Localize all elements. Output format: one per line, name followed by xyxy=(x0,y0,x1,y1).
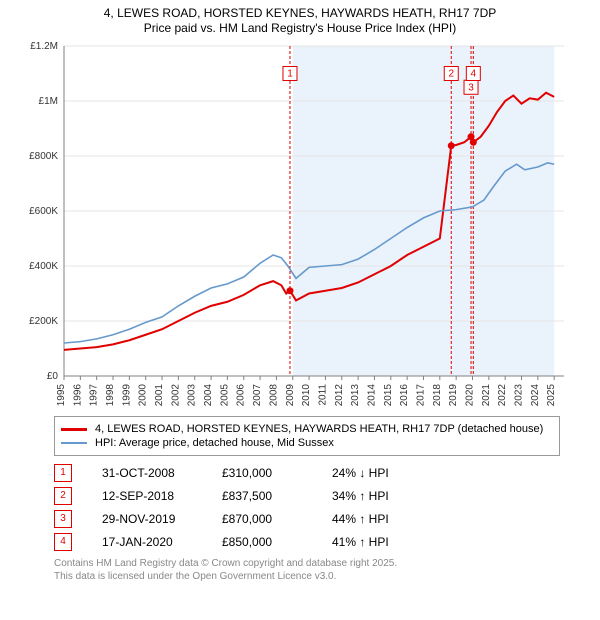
svg-text:3: 3 xyxy=(468,82,474,93)
sale-date: 17-JAN-2020 xyxy=(102,535,222,549)
footer-line-1: Contains HM Land Registry data © Crown c… xyxy=(54,557,546,570)
svg-text:2009: 2009 xyxy=(285,384,296,407)
price-chart: £0 £200K £400K £600K £800K £1M £1.2M 1995 1996 19… xyxy=(20,40,580,410)
svg-text:2013: 2013 xyxy=(350,384,361,407)
sale-delta: 34% ↑ HPI xyxy=(332,489,389,503)
sale-marker-icon: 1 xyxy=(54,464,72,482)
svg-text:2008: 2008 xyxy=(268,384,279,407)
sale-date: 12-SEP-2018 xyxy=(102,489,222,503)
svg-text:2005: 2005 xyxy=(219,384,230,407)
svg-text:£1M: £1M xyxy=(39,96,58,107)
sale-row: 3 29-NOV-2019 £870,000 44% ↑ HPI xyxy=(54,510,546,528)
legend: 4, LEWES ROAD, HORSTED KEYNES, HAYWARDS … xyxy=(54,416,560,456)
svg-text:2021: 2021 xyxy=(481,384,492,407)
svg-text:£600K: £600K xyxy=(29,206,58,217)
svg-text:2004: 2004 xyxy=(203,384,214,407)
sale-date: 31-OCT-2008 xyxy=(102,466,222,480)
svg-text:£1.2M: £1.2M xyxy=(30,41,58,52)
legend-label: 4, LEWES ROAD, HORSTED KEYNES, HAYWARDS … xyxy=(95,423,543,435)
sale-price: £870,000 xyxy=(222,512,332,526)
legend-swatch xyxy=(61,442,87,444)
svg-text:2000: 2000 xyxy=(138,384,149,407)
sales-table: 1 31-OCT-2008 £310,000 24% ↓ HPI 2 12-SE… xyxy=(54,464,546,551)
svg-text:4: 4 xyxy=(471,69,477,80)
page-title: 4, LEWES ROAD, HORSTED KEYNES, HAYWARDS … xyxy=(10,6,590,36)
legend-item-property: 4, LEWES ROAD, HORSTED KEYNES, HAYWARDS … xyxy=(61,423,553,435)
sale-price: £310,000 xyxy=(222,466,332,480)
svg-text:1997: 1997 xyxy=(89,384,100,407)
svg-text:2014: 2014 xyxy=(366,384,377,407)
sale-row: 2 12-SEP-2018 £837,500 34% ↑ HPI xyxy=(54,487,546,505)
legend-swatch xyxy=(61,428,87,431)
svg-text:2006: 2006 xyxy=(236,384,247,407)
svg-text:2025: 2025 xyxy=(546,384,557,407)
sale-price: £850,000 xyxy=(222,535,332,549)
svg-text:2015: 2015 xyxy=(383,384,394,407)
svg-text:2010: 2010 xyxy=(301,384,312,407)
svg-text:2023: 2023 xyxy=(514,384,525,407)
svg-text:2016: 2016 xyxy=(399,384,410,407)
svg-text:2020: 2020 xyxy=(464,384,475,407)
legend-item-hpi: HPI: Average price, detached house, Mid … xyxy=(61,437,553,449)
svg-text:2017: 2017 xyxy=(415,384,426,407)
svg-text:2012: 2012 xyxy=(334,384,345,407)
sale-row: 1 31-OCT-2008 £310,000 24% ↓ HPI xyxy=(54,464,546,482)
sale-delta: 44% ↑ HPI xyxy=(332,512,389,526)
svg-text:2002: 2002 xyxy=(170,384,181,407)
sale-marker-icon: 4 xyxy=(54,533,72,551)
svg-text:£400K: £400K xyxy=(29,261,58,272)
sale-marker-icon: 2 xyxy=(54,487,72,505)
title-line-1: 4, LEWES ROAD, HORSTED KEYNES, HAYWARDS … xyxy=(10,6,590,21)
svg-text:£800K: £800K xyxy=(29,151,58,162)
svg-text:2022: 2022 xyxy=(497,384,508,407)
svg-text:2: 2 xyxy=(448,69,454,80)
svg-text:2019: 2019 xyxy=(448,384,459,407)
svg-text:1995: 1995 xyxy=(56,384,67,407)
svg-text:1998: 1998 xyxy=(105,384,116,407)
title-line-2: Price paid vs. HM Land Registry's House … xyxy=(10,21,590,36)
svg-text:1996: 1996 xyxy=(72,384,83,407)
svg-text:£200K: £200K xyxy=(29,316,58,327)
sale-row: 4 17-JAN-2020 £850,000 41% ↑ HPI xyxy=(54,533,546,551)
svg-text:£0: £0 xyxy=(47,371,59,382)
sale-marker-icon: 3 xyxy=(54,510,72,528)
legend-label: HPI: Average price, detached house, Mid … xyxy=(95,437,334,449)
svg-text:2024: 2024 xyxy=(530,384,541,407)
svg-text:1999: 1999 xyxy=(121,384,132,407)
sale-delta: 24% ↓ HPI xyxy=(332,466,389,480)
svg-text:2018: 2018 xyxy=(432,384,443,407)
svg-text:2003: 2003 xyxy=(187,384,198,407)
svg-text:2007: 2007 xyxy=(252,384,263,407)
svg-text:1: 1 xyxy=(287,69,293,80)
footer: Contains HM Land Registry data © Crown c… xyxy=(54,557,546,583)
sale-price: £837,500 xyxy=(222,489,332,503)
sale-delta: 41% ↑ HPI xyxy=(332,535,389,549)
svg-text:2001: 2001 xyxy=(154,384,165,407)
footer-line-2: This data is licensed under the Open Gov… xyxy=(54,570,546,583)
svg-text:2011: 2011 xyxy=(317,384,328,406)
sale-date: 29-NOV-2019 xyxy=(102,512,222,526)
